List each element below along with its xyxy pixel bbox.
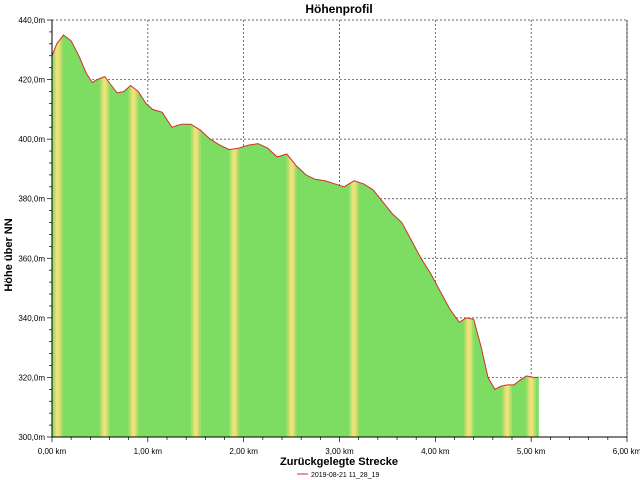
chart-title: Höhenprofil — [305, 2, 372, 16]
highlight-band — [194, 34, 198, 437]
highlight-band — [352, 34, 356, 437]
highlight-band — [232, 34, 236, 437]
x-tick-label: 0,00 km — [38, 447, 67, 456]
x-tick-labels: 0,00 km 1,00 km 2,00 km 3,00 km 4,00 km 5,00 … — [38, 447, 640, 456]
axes — [47, 19, 628, 442]
y-tick-label: 400,0m — [18, 135, 45, 144]
highlight-band — [131, 34, 135, 437]
y-tick-label: 380,0m — [18, 195, 45, 204]
x-tick-label: 1,00 km — [134, 447, 163, 456]
x-tick-label: 3,00 km — [325, 447, 354, 456]
highlight-band — [467, 34, 471, 437]
elevation-area — [52, 34, 539, 438]
area-group — [52, 34, 539, 438]
y-tick-label: 440,0m — [18, 16, 45, 25]
y-tick-label: 320,0m — [18, 373, 45, 382]
y-tick-label: 340,0m — [18, 314, 45, 323]
y-tick-label: 420,0m — [18, 76, 45, 85]
y-tick-label: 300,0m — [18, 433, 45, 442]
highlight-band — [103, 34, 107, 437]
highlight-band — [504, 34, 511, 437]
highlight-band — [56, 34, 60, 437]
y-tick-label: 360,0m — [18, 254, 45, 263]
x-tick-label: 5,00 km — [517, 447, 546, 456]
y-tick-labels: 300,0m 320,0m 340,0m 360,0m 380,0m 400,0m 420,… — [18, 16, 45, 442]
elevation-line — [51, 34, 539, 390]
x-tick-label: 6,00 km — [613, 447, 640, 456]
x-axis-title: Zurückgelegte Strecke — [280, 456, 398, 468]
highlight-band — [502, 34, 513, 437]
legend-entry: 2019-08-21 11_28_19 — [311, 472, 379, 479]
y-axis-title: Höhe über NN — [3, 218, 15, 291]
highlight-band — [505, 34, 509, 437]
x-tick-label: 4,00 km — [421, 447, 450, 456]
x-tick-label: 2,00 km — [229, 447, 258, 456]
legend: 2019-08-21 11_28_19 — [297, 472, 379, 479]
highlight-band — [290, 34, 294, 437]
